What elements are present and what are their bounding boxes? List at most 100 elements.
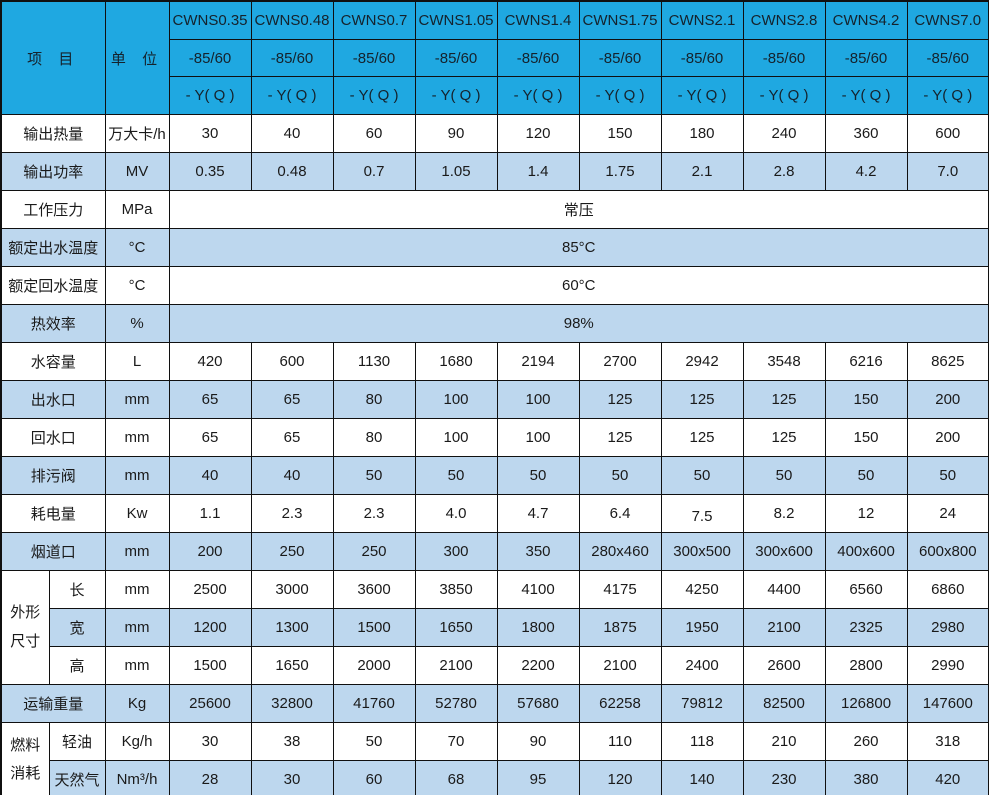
- unit-cell: MPa: [104, 190, 170, 229]
- value-cell: 100: [414, 418, 498, 457]
- value-cell: 1950: [660, 608, 744, 647]
- table-row: 输出功率 MV 0.35 0.48 0.7 1.05 1.4 1.75 2.1 2.8 4.2 7.0: [0, 152, 989, 191]
- value-cell: 1680: [414, 342, 498, 381]
- value-cell: 4250: [660, 570, 744, 609]
- value-cell: 4.0: [414, 494, 498, 533]
- value-cell: 260: [824, 722, 908, 761]
- header-row-models: 项 目单 位 CWNS0.35 CWNS0.48 CWNS0.7 CWNS1.05 CWN…: [0, 0, 989, 115]
- value-cell: 380: [824, 760, 908, 795]
- table-row: 耗电量 Kw 1.1 2.3 2.3 4.0 4.7 6.4 7.5 8.2 12 24: [0, 494, 989, 533]
- model-subheader-temp: -85/60: [906, 39, 989, 77]
- model-subheader-fuel: - Y( Q ): [578, 76, 662, 115]
- value-cell: 38: [250, 722, 334, 761]
- value-cell: 100: [414, 380, 498, 419]
- value-cell: 79812: [660, 684, 744, 723]
- merged-value-cell: 98%: [168, 304, 989, 343]
- value-cell: 60: [332, 760, 416, 795]
- value-cell: 6560: [824, 570, 908, 609]
- value-cell: 65: [250, 418, 334, 457]
- value-cell: 30: [168, 114, 252, 153]
- value-cell: 2.1: [660, 152, 744, 191]
- value-cell: 250: [250, 532, 334, 571]
- row-group-label: 外形 尺寸: [0, 570, 50, 685]
- model-subheader-fuel: - Y( Q ): [660, 76, 744, 115]
- value-cell: 240: [742, 114, 826, 153]
- value-cell: 2000: [332, 646, 416, 685]
- value-cell: 125: [660, 380, 744, 419]
- unit-cell: MV: [104, 152, 170, 191]
- value-cell: 50: [332, 456, 416, 495]
- value-cell: 180: [660, 114, 744, 153]
- row-sublabel: 高: [48, 646, 106, 685]
- value-cell: 30: [250, 760, 334, 795]
- value-cell: 1300: [250, 608, 334, 647]
- model-subheader-fuel: - Y( Q ): [414, 76, 498, 115]
- table-row: 排污阀 mm 40 40 50 50 50 50 50 50 50 50: [0, 456, 989, 495]
- table-header: 项 目单 位 CWNS0.35 CWNS0.48 CWNS0.7 CWNS1.05 CWN…: [0, 0, 989, 115]
- unit-cell: Kg: [104, 684, 170, 723]
- value-cell: 3600: [332, 570, 416, 609]
- value-cell: 28: [168, 760, 252, 795]
- value-cell: 4400: [742, 570, 826, 609]
- value-cell: 150: [824, 380, 908, 419]
- value-cell: 2500: [168, 570, 252, 609]
- value-cell: 100: [496, 380, 580, 419]
- value-cell: 6216: [824, 342, 908, 381]
- value-cell: 65: [168, 380, 252, 419]
- value-cell: 3000: [250, 570, 334, 609]
- value-cell: 2194: [496, 342, 580, 381]
- row-label: 热效率: [0, 304, 106, 343]
- merged-value-cell: 常压: [168, 190, 989, 229]
- table-row: 外形 尺寸长 mm 2500 3000 3600 3850 4100 4175 4250 4400 6…: [0, 570, 989, 685]
- value-cell: 50: [578, 456, 662, 495]
- value-cell: 300x600: [742, 532, 826, 571]
- value-cell: 125: [660, 418, 744, 457]
- unit-cell: °C: [104, 228, 170, 267]
- value-cell: 2325: [824, 608, 908, 647]
- value-cell: 125: [578, 418, 662, 457]
- unit-cell: mm: [104, 380, 170, 419]
- value-cell: 2400: [660, 646, 744, 685]
- value-cell: 120: [578, 760, 662, 795]
- row-label: 输出热量: [0, 114, 106, 153]
- value-cell: 57680: [496, 684, 580, 723]
- value-cell: 210: [742, 722, 826, 761]
- value-cell: 126800: [824, 684, 908, 723]
- value-cell: 3850: [414, 570, 498, 609]
- value-text: 7.5: [691, 508, 713, 525]
- table-body: 输出热量 万大卡/h 30 40 60 90 120 150 180 240 360 600 输出功率 M…: [0, 114, 989, 795]
- value-cell: 360: [824, 114, 908, 153]
- value-cell: 1650: [250, 646, 334, 685]
- value-cell: 2600: [742, 646, 826, 685]
- value-cell: 40: [168, 456, 252, 495]
- value-cell: 90: [496, 722, 580, 761]
- value-cell: 65: [250, 380, 334, 419]
- unit-column-header: 单 位: [104, 0, 170, 115]
- value-cell: 80: [332, 380, 416, 419]
- value-cell: 60: [332, 114, 416, 153]
- value-cell: 100: [496, 418, 580, 457]
- value-cell: 6.4: [578, 494, 662, 533]
- value-cell: 2.3: [332, 494, 416, 533]
- value-cell: 118: [660, 722, 744, 761]
- table-row: 回水口 mm 65 65 80 100 100 125 125 125 150 200: [0, 418, 989, 457]
- value-cell: 7.0: [906, 152, 989, 191]
- value-cell: 50: [660, 456, 744, 495]
- value-cell: 147600: [906, 684, 989, 723]
- value-cell: 2200: [496, 646, 580, 685]
- table-row: 高 mm 1500 1650 2000 2100 2200 2100 2400 2600 2800 2…: [1, 646, 989, 685]
- value-cell: 2100: [578, 646, 662, 685]
- row-group-label: 燃料 消耗: [0, 722, 50, 795]
- value-cell: 1650: [414, 608, 498, 647]
- unit-cell: mm: [104, 646, 170, 685]
- unit-cell: mm: [104, 456, 170, 495]
- value-cell: 350: [496, 532, 580, 571]
- table-row: 出水口 mm 65 65 80 100 100 125 125 125 150 200: [0, 380, 989, 419]
- value-cell: 110: [578, 722, 662, 761]
- value-cell: 125: [742, 380, 826, 419]
- model-subheader-temp: -85/60: [824, 39, 908, 77]
- value-cell: 70: [414, 722, 498, 761]
- value-cell: 3548: [742, 342, 826, 381]
